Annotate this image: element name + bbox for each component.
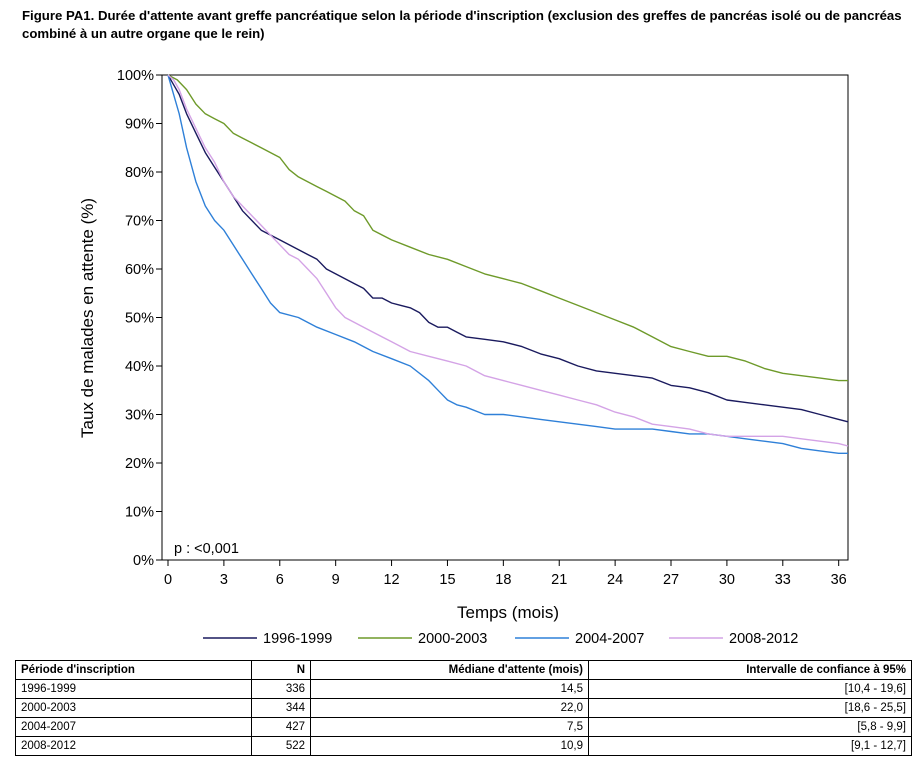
y-tick-label: 90% [125, 117, 154, 133]
survival-chart: 0%10%20%30%40%50%60%70%80%90%100% 0 3 6 9 12… [78, 68, 849, 647]
cell-median: 7,5 [310, 717, 589, 737]
legend-label: 2008-2012 [729, 631, 798, 647]
x-tick-label: 6 [276, 572, 284, 588]
legend: 1996-1999 2000-2003 2004-2007 2008-2012 [203, 631, 798, 647]
cell-n: 336 [251, 679, 311, 699]
series-line-2000-2003 [167, 74, 848, 382]
y-tick-label: 100% [117, 68, 154, 84]
x-tick-label: 36 [831, 572, 847, 588]
cell-ci: [18,6 - 25,5] [588, 698, 912, 718]
cell-median: 10,9 [310, 736, 589, 756]
x-tick-label: 12 [383, 572, 399, 588]
cell-n: 427 [251, 717, 311, 737]
x-tick-label: 0 [164, 572, 172, 588]
cell-ci: [9,1 - 12,7] [588, 736, 912, 756]
y-tick-label: 30% [125, 408, 154, 424]
table-row: 1996-1999 336 14,5 [10,4 - 19,6] [15, 679, 912, 699]
x-tick-label: 3 [220, 572, 228, 588]
y-tick-label: 10% [125, 505, 154, 521]
y-tick-label: 60% [125, 262, 154, 278]
series-line-2004-2007 [167, 74, 848, 454]
cell-period: 2004-2007 [15, 717, 252, 737]
header-n: N [251, 660, 311, 680]
table-row: 2004-2007 427 7,5 [5,8 - 9,9] [15, 717, 912, 737]
cell-ci: [10,4 - 19,6] [588, 679, 912, 699]
y-tick-label: 80% [125, 165, 154, 181]
cell-period: 1996-1999 [15, 679, 252, 699]
y-tick-label: 20% [125, 456, 154, 472]
y-tick-label: 0% [133, 553, 154, 569]
y-tick-label: 40% [125, 359, 154, 375]
y-axis-label: Taux de malades en attente (%) [78, 198, 97, 438]
series-line-1996-1999 [167, 74, 849, 423]
table-row: 2000-2003 344 22,0 [18,6 - 25,5] [15, 698, 912, 718]
cell-median: 14,5 [310, 679, 589, 699]
header-ci: Intervalle de confiance à 95% [588, 660, 912, 680]
cell-n: 344 [251, 698, 311, 718]
cell-period: 2000-2003 [15, 698, 252, 718]
x-tick-label: 15 [439, 572, 455, 588]
cell-n: 522 [251, 736, 311, 756]
cell-ci: [5,8 - 9,9] [588, 717, 912, 737]
y-tick-label: 70% [125, 214, 154, 230]
y-axis: 0% 10% 20% 30% 40% 50% 60% 70% 80% 90% 100% [117, 68, 162, 569]
x-tick-label: 27 [663, 572, 679, 588]
x-tick-label: 21 [551, 572, 567, 588]
cell-median: 22,0 [310, 698, 589, 718]
plot-frame [161, 74, 849, 561]
y-tick-label: 50% [125, 311, 154, 327]
x-axis-label: Temps (mois) [457, 603, 559, 622]
header-median: Médiane d'attente (mois) [310, 660, 589, 680]
x-tick-label: 24 [607, 572, 623, 588]
figure-title: Figure PA1. Durée d'attente avant greffe… [22, 8, 902, 41]
series-line-2008-2012 [167, 74, 849, 447]
table-header-row: Période d'inscription N Médiane d'attent… [15, 660, 912, 680]
header-period: Période d'inscription [15, 660, 252, 680]
median-wait-table: Période d'inscription N Médiane d'attent… [15, 660, 912, 756]
x-tick-label: 18 [495, 572, 511, 588]
x-tick-label: 33 [775, 572, 791, 588]
x-tick-label: 9 [332, 572, 340, 588]
x-axis: 0 3 6 9 12 15 18 21 24 27 30 33 36 [164, 560, 847, 588]
p-value-annotation: p : <0,001 [174, 541, 239, 557]
cell-period: 2008-2012 [15, 736, 252, 756]
legend-label: 1996-1999 [263, 631, 332, 647]
x-tick-label: 30 [719, 572, 735, 588]
legend-label: 2004-2007 [575, 631, 644, 647]
table-row: 2008-2012 522 10,9 [9,1 - 12,7] [15, 736, 912, 756]
series-layer [167, 74, 849, 454]
legend-label: 2000-2003 [418, 631, 487, 647]
